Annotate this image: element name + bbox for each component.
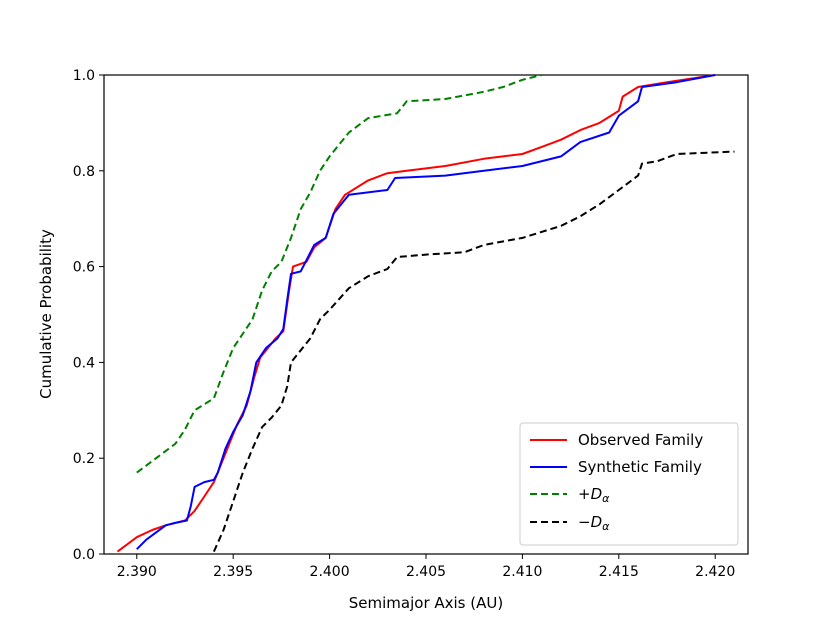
series-line-observed — [116, 74, 716, 553]
y-tick-label: 0.8 — [73, 164, 95, 180]
x-tick-label: 2.420 — [695, 564, 735, 580]
legend-label-plus-d-alpha-main: +D — [578, 485, 602, 503]
legend: Observed Family Synthetic Family +Dα −Dα — [519, 422, 739, 546]
x-axis: 2.390 2.395 2.400 2.405 2.410 2.415 2.420 — [117, 554, 735, 580]
y-axis-label: Cumulative Probability — [37, 229, 55, 399]
legend-label-minus-d-alpha-main: −D — [578, 513, 602, 531]
legend-label-synthetic: Synthetic Family — [578, 458, 702, 476]
legend-label-minus-d-alpha-sub: α — [602, 520, 610, 533]
x-tick-label: 2.395 — [213, 564, 253, 580]
y-tick-label: 1.0 — [73, 68, 95, 84]
x-tick-label: 2.390 — [117, 564, 157, 580]
x-tick-label: 2.400 — [310, 564, 350, 580]
y-axis: 0.0 0.2 0.4 0.6 0.8 1.0 — [73, 68, 104, 563]
y-tick-label: 0.0 — [73, 547, 95, 563]
series-line-plus — [136, 74, 542, 474]
legend-label-plus-d-alpha-sub: α — [602, 492, 610, 505]
legend-label-plus-d-alpha: +Dα — [578, 485, 610, 505]
x-axis-label: Semimajor Axis (AU) — [349, 594, 503, 612]
y-tick-label: 0.4 — [73, 355, 95, 371]
legend-label-minus-d-alpha: −Dα — [578, 513, 610, 533]
series-line-synthetic — [136, 74, 716, 550]
series-line-minus — [212, 150, 735, 553]
x-tick-label: 2.410 — [502, 564, 542, 580]
legend-box — [519, 422, 739, 546]
legend-label-observed: Observed Family — [578, 431, 703, 449]
y-tick-label: 0.2 — [73, 451, 95, 467]
x-tick-label: 2.405 — [406, 564, 446, 580]
series-layer — [116, 74, 735, 553]
x-tick-label: 2.415 — [599, 564, 639, 580]
y-tick-label: 0.6 — [73, 260, 95, 276]
